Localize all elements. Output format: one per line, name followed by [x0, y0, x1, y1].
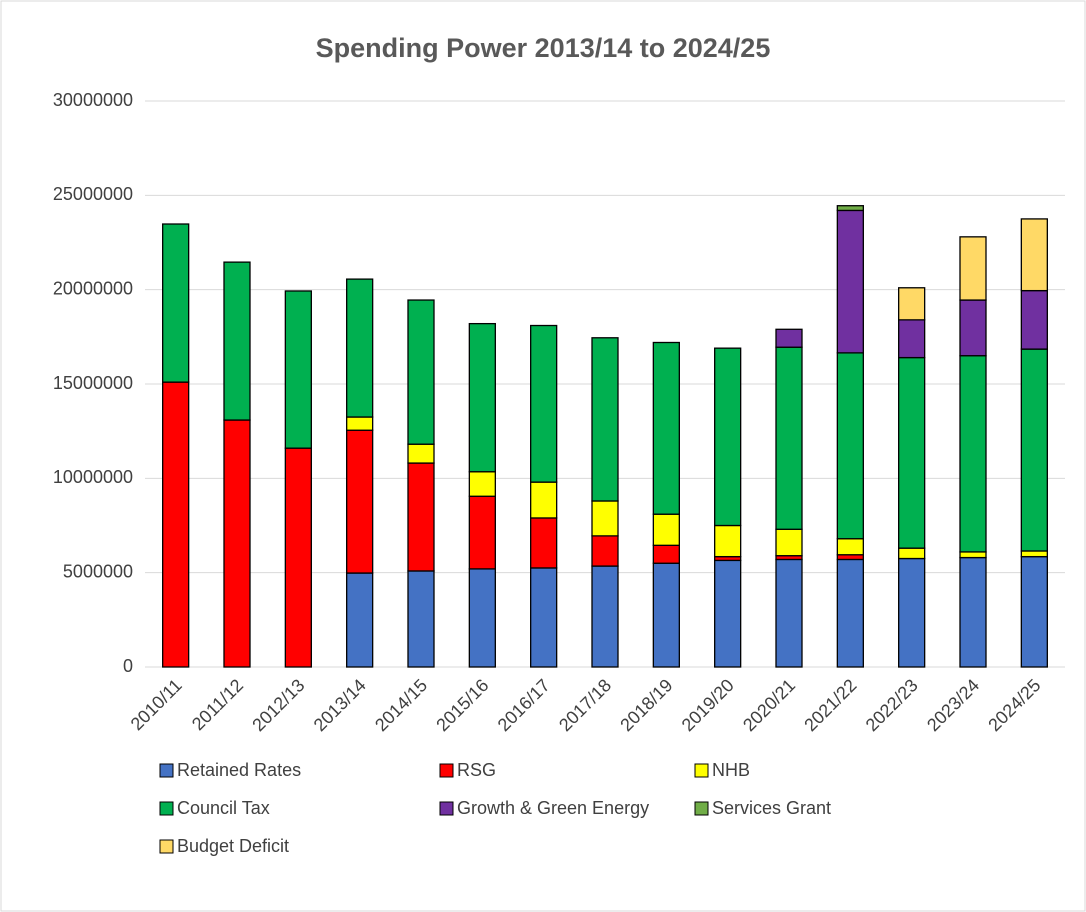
bar-segment	[223, 261, 251, 421]
legend-swatch	[159, 763, 174, 778]
bar-segment	[898, 356, 926, 549]
bar-segment	[468, 568, 496, 668]
bar-segment	[836, 554, 864, 561]
chart-title: Spending Power 2013/14 to 2024/25	[316, 33, 771, 63]
legend-label: Retained Rates	[177, 760, 301, 780]
bar-segment	[652, 513, 680, 546]
bar-segment	[346, 416, 374, 431]
bar-segment	[898, 319, 926, 359]
y-tick-label: 0	[123, 656, 133, 676]
bar-segment	[775, 328, 803, 348]
bar-segment	[652, 562, 680, 668]
legend-swatch	[694, 763, 709, 778]
bar-segment	[775, 346, 803, 530]
bar-segment	[714, 524, 742, 558]
bar-segment	[959, 355, 987, 553]
bar-segment	[591, 337, 619, 502]
legend-label: Growth & Green Energy	[457, 798, 649, 818]
bar-segment	[284, 290, 312, 449]
bar-segment	[1020, 555, 1048, 668]
bar-segment	[898, 547, 926, 560]
bar-segment	[836, 352, 864, 540]
bar-segment	[530, 567, 558, 668]
bar-segment	[652, 341, 680, 515]
legend-swatch	[159, 801, 174, 816]
bar-segment	[407, 299, 435, 445]
bar-segment	[1020, 550, 1048, 558]
bar-segment	[530, 517, 558, 569]
bar-segment	[468, 471, 496, 497]
bar-segment	[959, 236, 987, 301]
bar-segment	[530, 324, 558, 483]
bar-segment	[468, 495, 496, 570]
bar-segment	[468, 322, 496, 473]
bar-segment	[530, 481, 558, 519]
bar-segment	[591, 565, 619, 668]
y-tick-label: 30000000	[53, 90, 133, 110]
bar-segment	[346, 429, 374, 574]
bar-segment	[836, 205, 864, 212]
bar-segment	[162, 381, 190, 668]
bar-segment	[775, 558, 803, 668]
y-tick-label: 10000000	[53, 467, 133, 487]
y-tick-label: 5000000	[63, 561, 133, 581]
bar-segment	[162, 223, 190, 383]
y-tick-label: 20000000	[53, 278, 133, 298]
bar-segment	[407, 443, 435, 464]
bar-segment	[346, 572, 374, 668]
bar-segment	[959, 551, 987, 559]
bar-segment	[1020, 218, 1048, 292]
bar-segment	[836, 558, 864, 668]
bar-segment	[346, 278, 374, 418]
bar-segment	[284, 447, 312, 668]
legend-swatch	[439, 801, 454, 816]
y-tick-label: 15000000	[53, 373, 133, 393]
bar-segment	[898, 287, 926, 321]
bar-segment	[836, 538, 864, 556]
legend-swatch	[694, 801, 709, 816]
bar-segment	[714, 347, 742, 527]
y-tick-label: 25000000	[53, 184, 133, 204]
bar-segment	[1020, 348, 1048, 552]
legend-label: Council Tax	[177, 798, 270, 818]
legend-label: RSG	[457, 760, 496, 780]
legend-label: Budget Deficit	[177, 836, 289, 856]
legend-label: Services Grant	[712, 798, 831, 818]
bar-segment	[959, 556, 987, 668]
bar-segment	[591, 500, 619, 537]
bar-segment	[898, 557, 926, 668]
bar-segment	[591, 535, 619, 567]
bar-segment	[407, 570, 435, 668]
bar-segment	[652, 544, 680, 564]
legend-swatch	[439, 763, 454, 778]
bar-segment	[775, 528, 803, 557]
bar-segment	[407, 462, 435, 572]
bar-segment	[836, 209, 864, 354]
bar-segment	[959, 299, 987, 357]
legend-label: NHB	[712, 760, 750, 780]
legend-swatch	[159, 839, 174, 854]
bar-segment	[714, 559, 742, 668]
bar-segment	[1020, 289, 1048, 350]
bar-segment	[223, 419, 251, 668]
